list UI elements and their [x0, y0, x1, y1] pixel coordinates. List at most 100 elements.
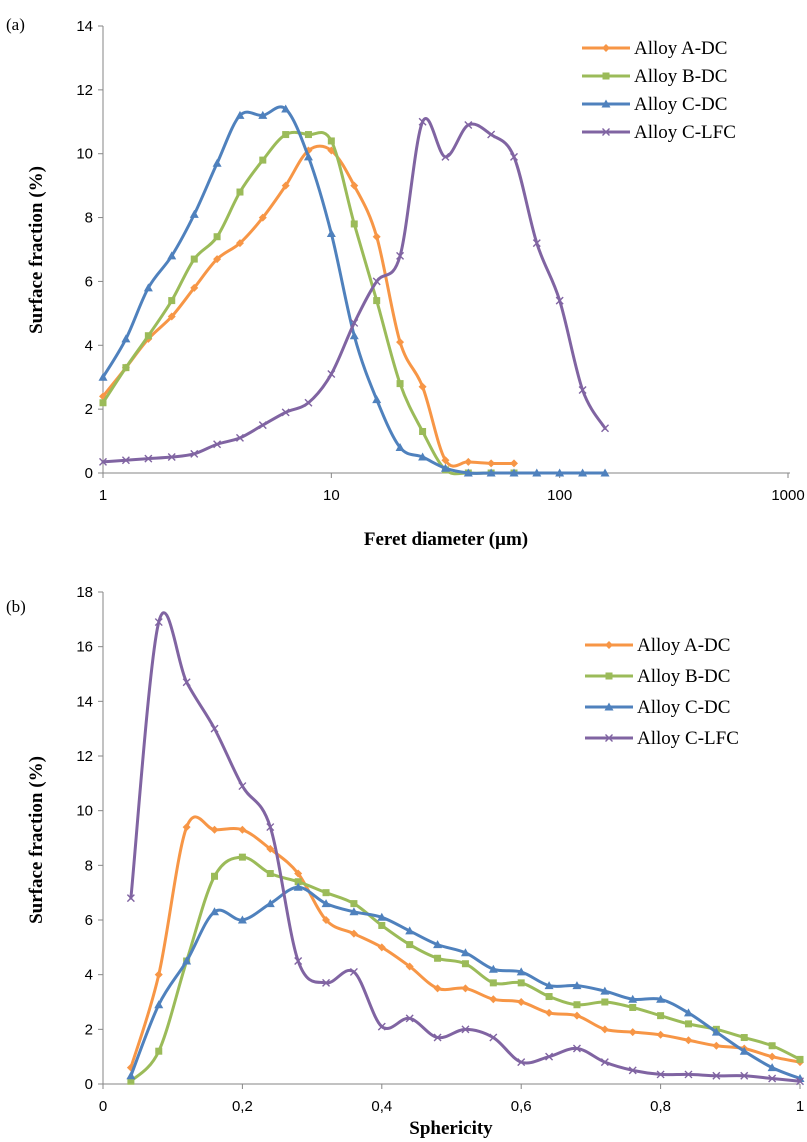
data-point	[600, 468, 610, 477]
legend-marker	[602, 44, 610, 52]
data-point	[154, 1000, 164, 1009]
data-point	[578, 468, 588, 477]
data-point	[532, 468, 542, 477]
x-tick-label: 0,6	[511, 1098, 532, 1115]
data-point	[440, 463, 450, 472]
chart-panel-b: (b) 0 2 4 6 8 10 12 14 16 18 0 0,2 0,4 0,6 0,8 1 Alloy…	[6, 584, 805, 1139]
data-point	[294, 878, 302, 886]
data-point	[600, 1025, 609, 1034]
data-point	[656, 1070, 665, 1079]
data-point	[418, 382, 427, 391]
series-line	[101, 117, 607, 464]
data-point	[461, 984, 470, 993]
y-tick-label: 14	[76, 693, 93, 710]
legend-marker	[605, 641, 613, 649]
data-point	[154, 618, 163, 627]
series-line	[101, 130, 516, 476]
data-point	[377, 1022, 386, 1031]
y-tick-labels: 0 2 4 6 8 10 12 14	[76, 18, 103, 482]
data-point	[349, 929, 358, 938]
data-point	[190, 255, 198, 263]
y-tick-label: 12	[76, 748, 93, 765]
data-point	[258, 110, 268, 119]
series-line	[129, 885, 802, 1081]
data-point	[350, 900, 358, 908]
data-point	[572, 1044, 581, 1053]
data-point	[601, 998, 609, 1006]
data-point	[155, 1047, 163, 1055]
data-point	[555, 468, 565, 477]
x-tick-labels: 1 10 100 1000	[99, 473, 805, 504]
data-point	[236, 188, 244, 196]
data-point	[167, 453, 176, 462]
x-tick-label: 10	[323, 487, 340, 504]
data-point	[293, 882, 303, 891]
y-tick-label: 4	[85, 967, 93, 984]
legend-label: Alloy C-LFC	[637, 728, 739, 749]
data-point	[545, 1008, 554, 1017]
data-point	[213, 440, 222, 449]
data-point	[259, 156, 267, 164]
legend-label: Alloy C-DC	[634, 94, 727, 115]
data-point	[167, 312, 176, 321]
data-point	[349, 331, 359, 340]
data-point	[768, 1052, 777, 1061]
data-point	[461, 1025, 470, 1034]
y-tick-label: 2	[85, 401, 93, 418]
series-line	[129, 855, 802, 1083]
x-tick-label: 1	[99, 487, 107, 504]
data-point	[182, 823, 191, 832]
data-point	[740, 1034, 748, 1042]
data-point	[739, 1046, 749, 1055]
data-point	[395, 442, 405, 451]
data-point	[796, 1077, 804, 1086]
legend-item: Alloy C-LFC	[585, 728, 739, 749]
legend-label: Alloy A-DC	[637, 635, 730, 656]
data-point	[684, 1070, 693, 1079]
data-point	[405, 962, 414, 971]
panel-label: (b)	[6, 597, 26, 616]
data-point	[740, 1071, 749, 1080]
legend-marker	[601, 99, 611, 108]
data-point	[326, 229, 336, 238]
data-point	[372, 277, 381, 286]
data-point	[266, 844, 275, 853]
y-tick-label: 6	[85, 912, 93, 929]
legend-marker	[602, 72, 610, 80]
legend-label: Alloy A-DC	[634, 38, 727, 59]
legend-marker	[604, 702, 614, 711]
data-point	[464, 457, 473, 466]
data-point	[143, 283, 153, 292]
data-point	[711, 1027, 721, 1036]
data-point	[121, 456, 130, 465]
data-point	[350, 181, 359, 190]
y-tick-label: 6	[85, 273, 93, 290]
data-point	[629, 1003, 637, 1011]
data-point	[212, 158, 222, 167]
data-point	[265, 899, 275, 908]
y-tick-labels: 0 2 4 6 8 10 12 14 16 18	[76, 584, 103, 1093]
data-point	[377, 943, 386, 952]
data-point	[545, 993, 553, 1001]
data-point	[235, 110, 245, 119]
data-point	[294, 957, 303, 965]
legend-item: Alloy A-DC	[582, 38, 727, 59]
data-point	[350, 220, 358, 228]
data-point	[349, 907, 359, 916]
data-point	[372, 232, 381, 241]
data-point	[182, 956, 192, 965]
data-point	[378, 921, 386, 929]
data-point	[266, 870, 274, 878]
data-point	[235, 433, 244, 442]
data-point	[405, 926, 415, 935]
data-point	[127, 1077, 135, 1085]
legend-label: Alloy C-DC	[637, 697, 730, 718]
data-point	[281, 181, 290, 190]
data-point	[98, 372, 108, 381]
series-line	[101, 144, 516, 468]
data-point	[210, 724, 219, 733]
data-point	[572, 1011, 581, 1020]
data-point	[441, 152, 450, 161]
y-tick-label: 18	[76, 584, 93, 601]
y-tick-label: 0	[85, 1076, 93, 1093]
